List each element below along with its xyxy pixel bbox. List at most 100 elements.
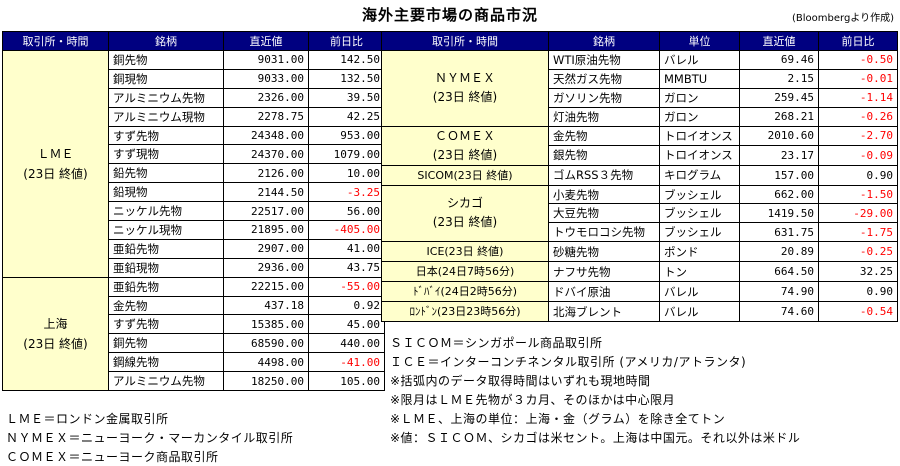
- table-row: ニッケル先物 22517.00 56.00: [3, 201, 385, 222]
- header-item: 銘柄: [108, 31, 224, 51]
- latest-value: 2907.00: [223, 238, 309, 259]
- unit: MMBTU: [659, 68, 740, 89]
- table-row: 鉛現物 2144.50 -3.25: [3, 182, 385, 203]
- table-row: 亜鉛現物 2936.00 43.75: [3, 257, 385, 278]
- table-row: SICOM(23日 終値) ゴムRSS３先物 キログラム 157.00 0.90: [381, 164, 898, 186]
- latest-value: 2936.00: [223, 257, 309, 278]
- table-row: すず先物 24348.00 953.00: [3, 125, 385, 146]
- commodity-name: 亜鉛先物: [108, 276, 224, 297]
- latest-value: 2010.60: [739, 125, 819, 147]
- day-change: -1.14: [818, 87, 898, 108]
- source-note: (Bloombergより作成): [791, 13, 894, 24]
- table-row: ＬＭＥ (23日 終値) 銅先物 9031.00 142.50: [2, 50, 385, 278]
- day-change: 132.50: [308, 68, 385, 89]
- latest-value: 157.00: [739, 164, 819, 186]
- latest-value: 69.46: [739, 50, 819, 70]
- commodity-name: ゴムRSS３先物: [548, 164, 660, 186]
- table-row: ＣＯＭＥＸ (23日 終値) 金先物 トロイオンス 2010.60 -2.70: [381, 125, 898, 166]
- exchange-sicom: SICOM(23日 終値): [381, 164, 549, 186]
- day-change: -41.00: [308, 352, 385, 373]
- day-change: 10.00: [308, 163, 385, 184]
- commodity-name: ニッケル先物: [108, 201, 224, 222]
- note-nymex: ＮＹＭＥＸ＝ニューヨーク・マーカンタイル取引所: [6, 431, 294, 445]
- left-header-row: 取引所・時間 銘柄 直近値 前日比: [2, 31, 385, 51]
- latest-value: 22517.00: [223, 201, 309, 222]
- table-row: ICE(23日 終値) 砂糖先物 ポンド 20.89 -0.25: [381, 241, 898, 263]
- commodity-name: 北海ブレント: [548, 301, 660, 323]
- latest-value: 22215.00: [223, 276, 309, 297]
- header-exchange: 取引所・時間: [2, 31, 109, 51]
- table-row: 鉛先物 2126.00 10.00: [3, 163, 385, 184]
- latest-value: 9033.00: [223, 68, 309, 89]
- note-sicom: ＳＩＣＯＭ＝シンガポール商品取引所: [390, 336, 603, 350]
- day-change: -2.70: [818, 125, 898, 147]
- commodity-name: 銅先物: [108, 50, 224, 70]
- day-change: 440.00: [308, 333, 385, 354]
- exchange-shanghai-time: (23日 終値): [23, 336, 88, 351]
- latest-value: 662.00: [739, 184, 819, 205]
- unit: バレル: [659, 281, 740, 303]
- unit: ガロン: [659, 87, 740, 108]
- day-change: 105.00: [308, 371, 385, 392]
- latest-value: 20.89: [739, 241, 819, 263]
- commodity-name: 金先物: [548, 125, 660, 147]
- latest-value: 2326.00: [223, 87, 309, 108]
- exchange-chicago-name: シカゴ: [446, 196, 483, 211]
- day-change: -0.50: [818, 50, 898, 70]
- unit: トロイオンス: [659, 145, 740, 166]
- commodity-name: 鉛現物: [108, 182, 224, 203]
- note-lme: ＬＭＥ＝ロンドン金属取引所: [6, 412, 169, 426]
- day-change: 43.75: [308, 257, 385, 278]
- commodity-name: 大豆先物: [548, 203, 660, 224]
- note-ice: ＩＣＥ＝インターコンチネンタル取引所 (アメリカ/アトランタ): [390, 355, 747, 369]
- latest-value: 2278.75: [223, 106, 309, 127]
- exchange-london-name: ﾛﾝﾄﾞﾝ(23日23時56分): [409, 305, 521, 319]
- day-change: -3.25: [308, 182, 385, 203]
- latest-value: 15385.00: [223, 314, 309, 335]
- exchange-chicago: シカゴ (23日 終値): [381, 184, 549, 243]
- day-change: 56.00: [308, 201, 385, 222]
- header-change: 前日比: [308, 31, 385, 51]
- commodity-name: ドバイ原油: [548, 281, 660, 303]
- day-change: 0.90: [818, 164, 898, 186]
- unit: ブッシェル: [659, 184, 740, 205]
- table-row: ガソリン先物 ガロン 259.45 -1.14: [382, 87, 898, 108]
- commodity-name: すず先物: [108, 314, 224, 335]
- day-change: -1.50: [818, 184, 898, 205]
- table-row: ﾄﾞﾊﾞｲ(24日2時56分) ドバイ原油 バレル 74.90 0.90: [381, 281, 898, 303]
- commodity-name: WTI原油先物: [548, 50, 660, 70]
- day-change: -0.01: [818, 68, 898, 89]
- day-change: -1.75: [818, 222, 898, 243]
- left-commodity-table: 取引所・時間 銘柄 直近値 前日比 ＬＭＥ (23日 終値) 銅先物 9031.00 1…: [2, 31, 385, 392]
- exchange-shanghai: 上海 (23日 終値): [2, 276, 109, 392]
- note-comex: ＣＯＭＥＸ＝ニューヨーク商品取引所: [6, 450, 219, 464]
- day-change: 45.00: [308, 314, 385, 335]
- day-change: -0.54: [818, 301, 898, 323]
- table-row: 金先物 437.18 0.92: [3, 295, 385, 316]
- unit: バレル: [659, 50, 740, 70]
- table-row: シカゴ (23日 終値) 小麦先物 ブッシェル 662.00 -1.50: [381, 184, 898, 243]
- commodity-name: ガソリン先物: [548, 87, 660, 108]
- day-change: -29.00: [818, 203, 898, 224]
- note-time: ※括弧内のデータ取得時間はいずれも現地時間: [390, 374, 651, 388]
- commodity-name: 鋼線先物: [108, 352, 224, 373]
- commodity-name: 灯油先物: [548, 106, 660, 127]
- latest-value: 631.75: [739, 222, 819, 243]
- latest-value: 24370.00: [223, 144, 309, 165]
- table-row: 亜鉛先物 2907.00 41.00: [3, 238, 385, 259]
- exchange-ice: ICE(23日 終値): [381, 241, 549, 263]
- latest-value: 9031.00: [223, 50, 309, 70]
- note-currency: ※値：ＳＩＣＯＭ、シカゴは米セント。上海は中国元。それ以外は米ドル: [390, 431, 801, 445]
- page-title: 海外主要市場の商品市況: [361, 6, 538, 24]
- commodity-name: すず現物: [108, 144, 224, 165]
- unit: ブッシェル: [659, 222, 740, 243]
- latest-value: 68590.00: [223, 333, 309, 354]
- latest-value: 21895.00: [223, 220, 309, 240]
- day-change: 0.92: [308, 295, 385, 316]
- day-change: -55.00: [308, 276, 385, 297]
- latest-value: 664.50: [739, 261, 819, 283]
- right-header-row: 取引所・時間 銘柄 単位 直近値 前日比: [381, 31, 898, 51]
- table-row: 日本(24日7時56分) ナフサ先物 トン 664.50 32.25: [381, 261, 898, 283]
- latest-value: 268.21: [739, 106, 819, 127]
- exchange-dubai: ﾄﾞﾊﾞｲ(24日2時56分): [381, 281, 549, 303]
